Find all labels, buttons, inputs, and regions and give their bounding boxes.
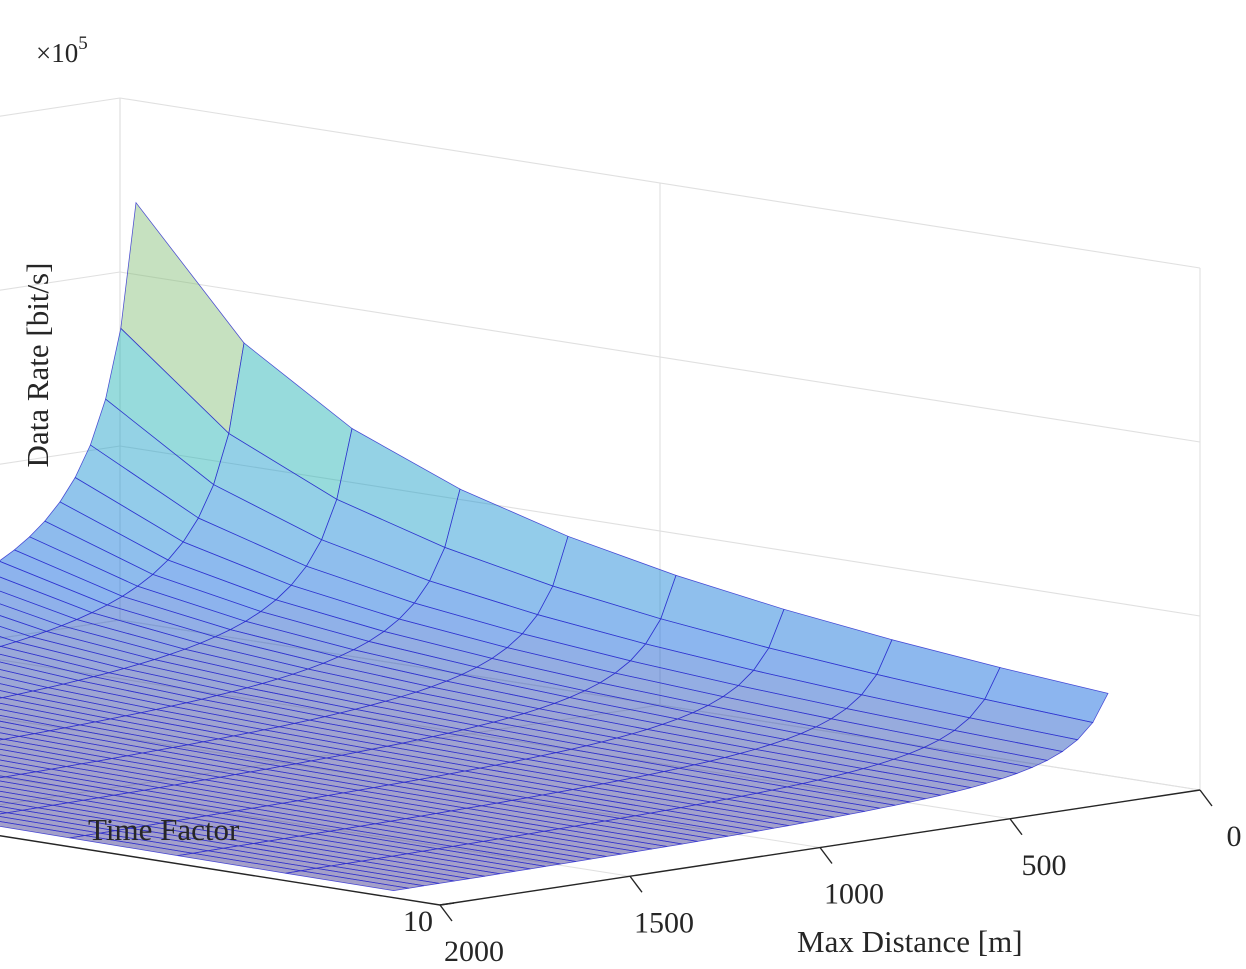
x-tick bbox=[629, 875, 643, 893]
x-tick-label: 1500 bbox=[634, 906, 694, 939]
x-tick bbox=[1009, 818, 1023, 836]
x-tick bbox=[439, 904, 453, 922]
x-tick bbox=[819, 847, 833, 864]
surface-facet bbox=[984, 667, 1109, 723]
x-tick-label: 0 bbox=[1227, 820, 1242, 853]
x-tick-label: 500 bbox=[1022, 849, 1067, 882]
z-multiplier-exponent: 5 bbox=[78, 33, 88, 54]
z-multiplier-label: ×105 bbox=[36, 33, 88, 68]
y-tick-label: 10 bbox=[403, 905, 433, 938]
x-tick-label: 1000 bbox=[824, 878, 884, 911]
z-axis-label: Data Rate [bit/s] bbox=[20, 263, 55, 468]
y-tick bbox=[439, 902, 455, 906]
x-axis-label: Max Distance [m] bbox=[797, 924, 1023, 959]
grid-line-back-z bbox=[0, 271, 121, 291]
y-axis-line bbox=[0, 835, 441, 906]
grid-line-back-z bbox=[0, 97, 121, 117]
x-tick-label: 2000 bbox=[444, 935, 504, 964]
x-tick bbox=[1199, 789, 1213, 807]
y-axis-label: Time Factor bbox=[88, 812, 240, 847]
axes bbox=[0, 789, 1213, 922]
tick-labels: ×105 Data Rate [bit/s] Time Factor Max D… bbox=[20, 33, 1242, 968]
data-surface bbox=[0, 201, 1109, 891]
